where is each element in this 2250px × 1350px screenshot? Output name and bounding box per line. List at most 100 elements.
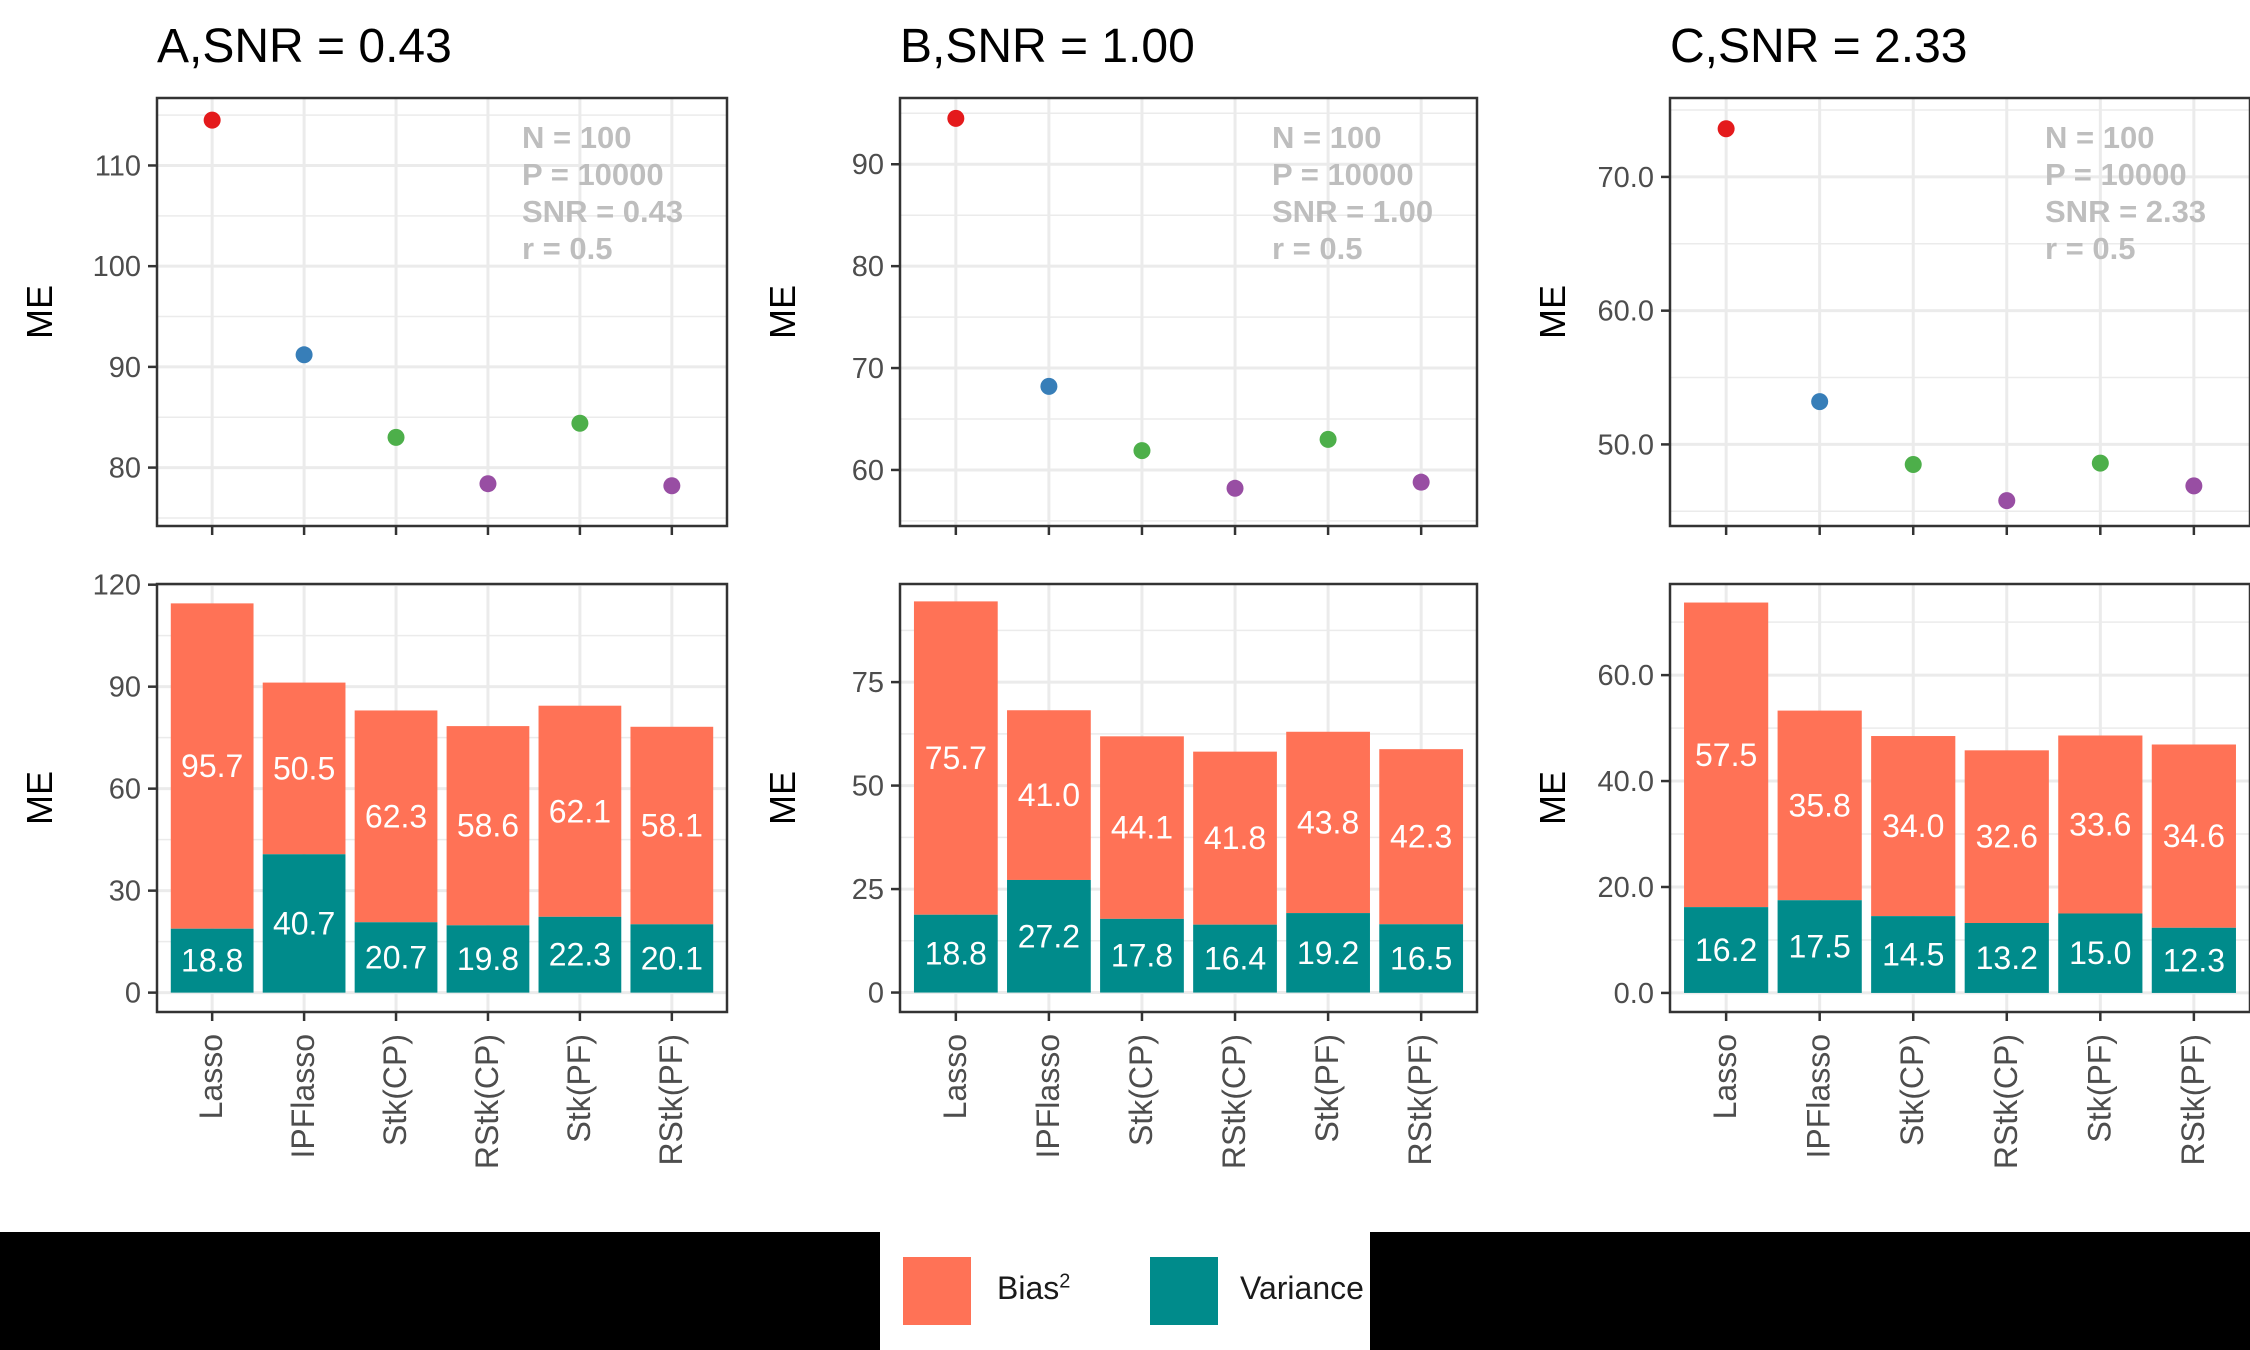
bar-bias-Stk(PF)	[538, 705, 622, 917]
bar-label-bias: 43.8	[1297, 804, 1359, 840]
panel-4: 0 25 50 75 ME 18.8 75.7 Lasso 27.2 41.0 IPFlasso 17…	[762, 582, 1479, 1169]
y-tick-label: 30	[109, 876, 141, 908]
panel-title: B,SNR = 1.00	[900, 20, 1195, 73]
bar-label-bias: 57.5	[1695, 737, 1757, 773]
bar-variance-RStk(CP)	[1964, 923, 2049, 993]
bar-bias-Stk(CP)	[1871, 736, 1956, 917]
panel-6: 0.0 20.0 40.0 60.0 ME 16.2 57.5 Lasso 17.5 35.8 IP…	[1532, 582, 2250, 1169]
annotation-line: P = 10000	[522, 157, 664, 192]
annotation-line: r = 0.5	[1272, 231, 1363, 266]
point-Lasso	[947, 109, 965, 127]
point-Stk(PF)	[2091, 454, 2109, 472]
annotation-line: N = 100	[2045, 120, 2154, 155]
x-tick-label: Lasso	[937, 1034, 973, 1119]
annotation-line: r = 0.5	[2045, 231, 2136, 266]
x-tick-label: IPFlasso	[1801, 1034, 1837, 1158]
y-axis-title: ME	[1532, 285, 1573, 339]
legend-band-right	[1370, 1232, 2250, 1350]
y-tick-label: 50.0	[1598, 429, 1654, 461]
point-Lasso	[203, 111, 221, 129]
legend-key-bias	[903, 1257, 971, 1325]
y-tick-label: 70	[852, 353, 884, 385]
bar-bias-RStk(PF)	[630, 726, 714, 925]
point-Stk(PF)	[1319, 430, 1337, 448]
bar-label-variance: 18.8	[925, 936, 987, 972]
point-IPFlasso	[1040, 377, 1058, 395]
point-RStk(PF)	[2185, 477, 2203, 495]
bar-variance-Stk(PF)	[2058, 913, 2143, 993]
bar-bias-RStk(CP)	[1193, 751, 1277, 925]
annotation-line: P = 10000	[2045, 157, 2187, 192]
x-tick-label: Stk(PF)	[561, 1034, 597, 1142]
bar-variance-Stk(CP)	[1871, 916, 1956, 993]
legend-key-variance	[1150, 1257, 1218, 1325]
x-tick-label: Lasso	[1707, 1034, 1743, 1119]
x-tick-label: Lasso	[193, 1034, 229, 1119]
x-tick-label: RStk(CP)	[1988, 1034, 2024, 1169]
bar-variance-Stk(PF)	[1286, 913, 1370, 993]
bar-variance-Lasso	[1684, 907, 1769, 993]
y-axis-title: ME	[1532, 771, 1573, 825]
bar-label-variance: 27.2	[1018, 918, 1080, 954]
x-tick-label: IPFlasso	[1030, 1034, 1066, 1158]
bar-bias-IPFlasso	[1007, 710, 1091, 880]
bar-label-variance: 17.5	[1789, 929, 1851, 965]
bar-label-bias: 75.7	[925, 740, 987, 776]
point-Stk(PF)	[571, 414, 589, 432]
x-tick-label: Stk(CP)	[377, 1034, 413, 1146]
bar-label-bias: 95.7	[181, 748, 243, 784]
point-RStk(CP)	[1226, 479, 1244, 497]
y-tick-label: 60	[109, 774, 141, 806]
panel-border	[898, 96, 1479, 528]
annotation-line: r = 0.5	[522, 231, 613, 266]
annotation-line: SNR = 0.43	[522, 194, 683, 229]
y-tick-label: 60.0	[1598, 660, 1654, 692]
bar-bias-Lasso	[1684, 602, 1769, 908]
bar-bias-Stk(CP)	[1100, 736, 1184, 919]
bar-variance-Stk(PF)	[538, 916, 622, 993]
bar-bias-RStk(PF)	[2151, 744, 2236, 928]
point-Stk(CP)	[1133, 442, 1151, 460]
bar-label-bias: 34.0	[1882, 808, 1944, 844]
bar-label-variance: 20.1	[641, 940, 703, 976]
bar-label-variance: 15.0	[2069, 935, 2131, 971]
panel-title: C,SNR = 2.33	[1670, 20, 1967, 73]
y-tick-label: 80	[109, 453, 141, 485]
bar-bias-RStk(CP)	[446, 726, 530, 926]
bar-label-bias: 41.0	[1018, 777, 1080, 813]
annotation-line: N = 100	[522, 120, 631, 155]
bar-label-bias: 34.6	[2163, 818, 2225, 854]
bar-label-bias: 33.6	[2069, 806, 2131, 842]
bar-label-bias: 35.8	[1789, 787, 1851, 823]
y-tick-label: 60.0	[1598, 296, 1654, 328]
bar-label-bias: 62.1	[549, 793, 611, 829]
annotation-line: SNR = 1.00	[1272, 194, 1433, 229]
bar-variance-Stk(CP)	[354, 922, 438, 993]
y-tick-label: 90	[109, 352, 141, 384]
y-tick-label: 70.0	[1598, 162, 1654, 194]
legend: Bias2 Variance	[880, 1232, 1370, 1350]
bar-label-bias: 44.1	[1111, 810, 1173, 846]
bar-label-variance: 40.7	[273, 905, 335, 941]
panel-border	[155, 96, 729, 528]
y-tick-label: 90	[852, 149, 884, 181]
bar-bias-Stk(PF)	[1286, 731, 1370, 914]
bar-label-bias: 32.6	[1976, 819, 2038, 855]
panel-border	[155, 582, 729, 1014]
bar-variance-Lasso	[170, 928, 254, 993]
point-IPFlasso	[295, 346, 313, 364]
point-Stk(CP)	[387, 428, 405, 446]
bar-variance-RStk(PF)	[2151, 927, 2236, 993]
point-IPFlasso	[1811, 393, 1829, 411]
point-Stk(CP)	[1904, 455, 1922, 473]
panel-border	[898, 582, 1479, 1014]
bar-label-variance: 16.2	[1695, 932, 1757, 968]
bar-bias-IPFlasso	[1777, 710, 1862, 901]
bar-bias-IPFlasso	[262, 682, 346, 855]
legend-band-left	[0, 1232, 880, 1350]
bar-label-variance: 14.5	[1882, 937, 1944, 973]
